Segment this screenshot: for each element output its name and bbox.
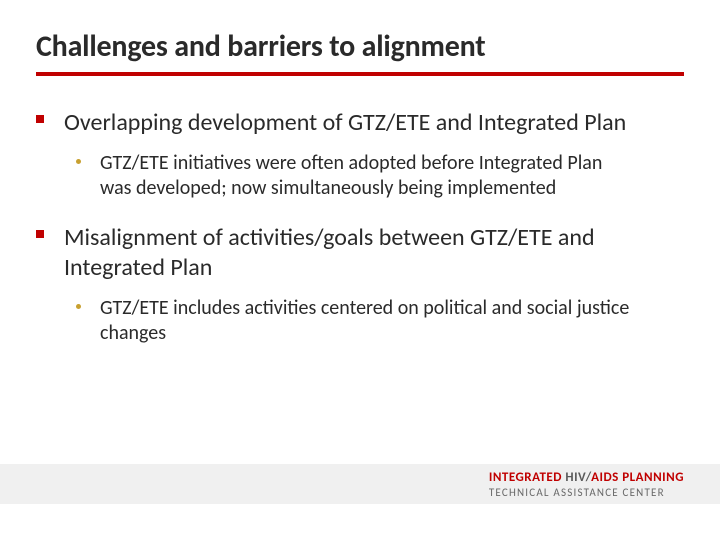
bullet-text: GTZ/ETE includes activities centered on … (100, 296, 629, 345)
footer-text-red: AIDS PLANNING (591, 470, 684, 485)
bullet-lvl2: GTZ/ETE includes activities centered on … (36, 296, 636, 346)
slide-title: Challenges and barriers to alignment (36, 28, 485, 65)
dot-bullet-icon (76, 304, 81, 309)
title-underline (36, 72, 684, 76)
footer-text-red: INTEGRATED (489, 470, 566, 485)
footer-line2: TECHNICAL ASSISTANCE CENTER (489, 486, 684, 499)
footer-logo: INTEGRATED HIV/AIDS PLANNING TECHNICAL A… (489, 464, 684, 504)
slide: Challenges and barriers to alignment Ove… (0, 0, 720, 540)
bullet-text: Misalignment of activities/goals between… (64, 223, 595, 281)
footer-line1: INTEGRATED HIV/AIDS PLANNING (489, 470, 684, 485)
bullet-lvl2: GTZ/ETE initiatives were often adopted b… (36, 151, 636, 201)
bullet-lvl1: Overlapping development of GTZ/ETE and I… (36, 108, 636, 137)
square-bullet-icon (36, 115, 44, 123)
dot-bullet-icon (76, 159, 81, 164)
slide-body: Overlapping development of GTZ/ETE and I… (36, 108, 636, 368)
square-bullet-icon (36, 230, 44, 238)
footer-text-gray: HIV/ (565, 470, 591, 485)
bullet-text: Overlapping development of GTZ/ETE and I… (64, 108, 626, 137)
bullet-text: GTZ/ETE initiatives were often adopted b… (100, 151, 602, 200)
bullet-lvl1: Misalignment of activities/goals between… (36, 223, 636, 282)
